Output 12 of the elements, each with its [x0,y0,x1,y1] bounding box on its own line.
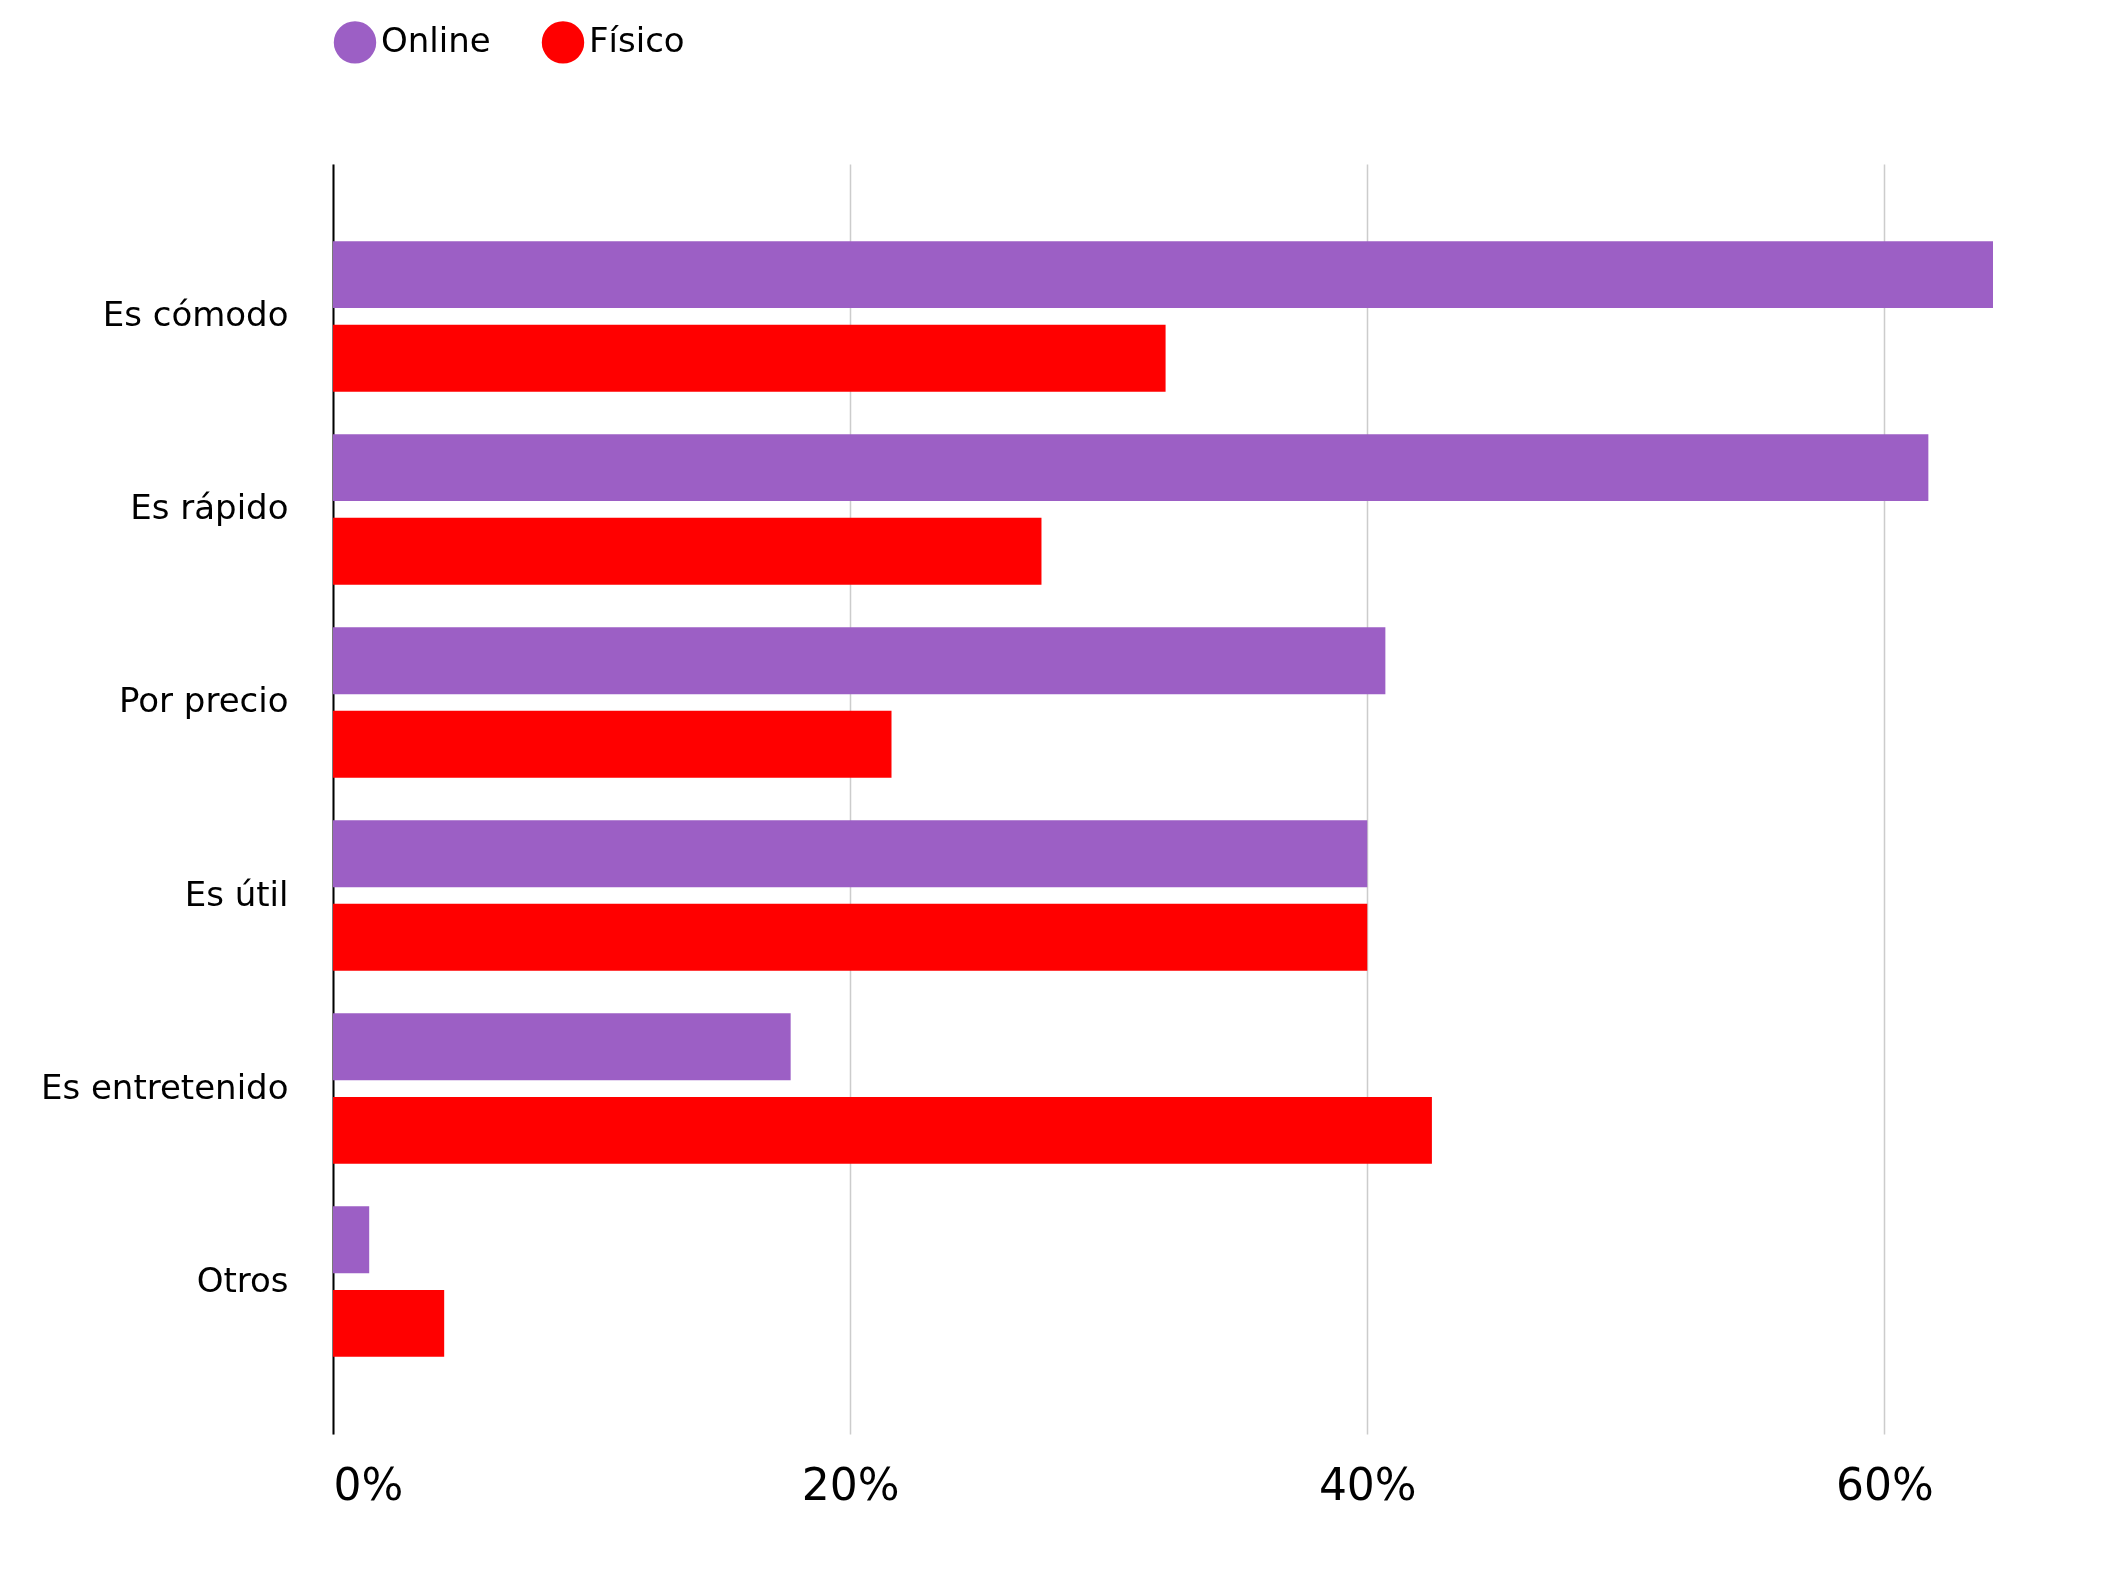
y-tick-label: Es cómodo [102,294,289,335]
x-tick-label: 60% [1836,1458,1934,1510]
legend-label: Físico [589,20,685,61]
y-tick-label: Es rápido [130,487,289,528]
x-tick-label: 40% [1318,1458,1417,1510]
y-tick-label: Es útil [184,873,289,914]
x-tick-label: 20% [801,1458,900,1510]
legend-label: Online [381,20,491,61]
y-tick-label: Otros [196,1259,289,1300]
y-tick-label: Por precio [118,680,289,721]
y-tick-label: Es entretenido [40,1066,289,1107]
x-tick-label: 0% [333,1458,404,1510]
